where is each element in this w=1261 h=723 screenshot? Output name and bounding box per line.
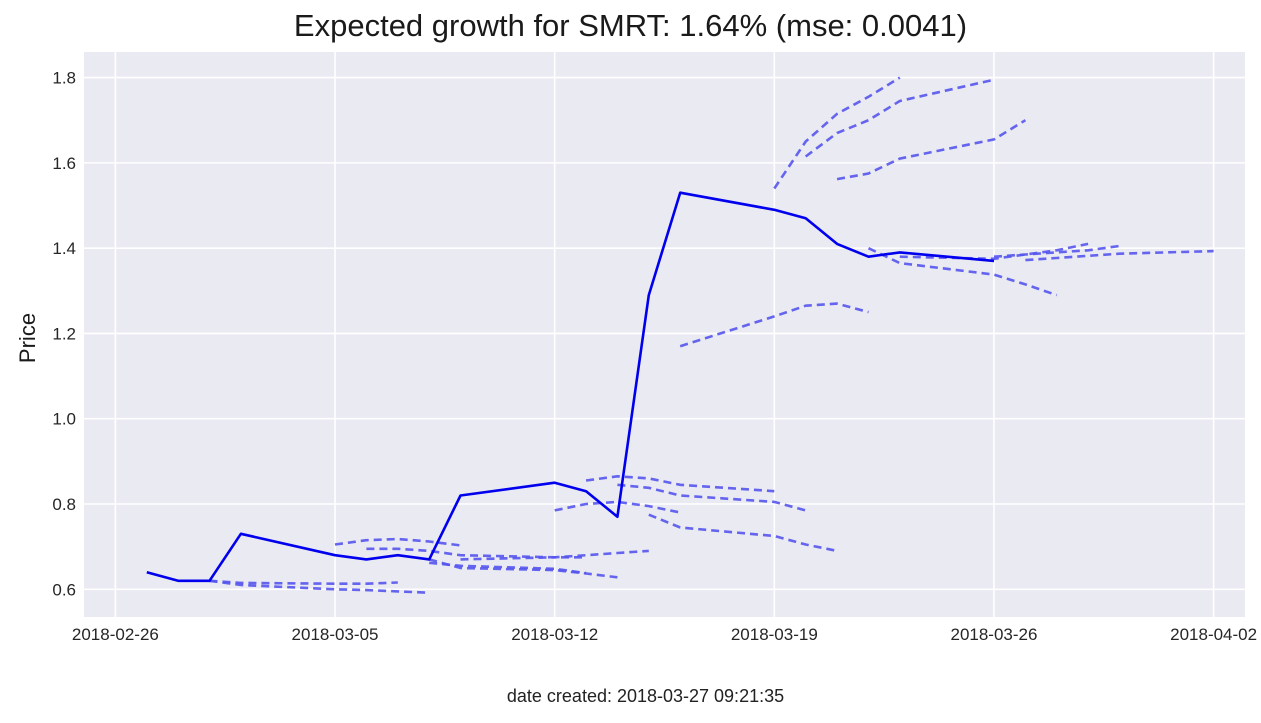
forecast-line [679,302,869,348]
footer-date-created: date created: 2018-03-27 09:21:35 [506,686,785,706]
x-tick-label: 2018-02-26 [72,625,159,644]
y-tick-label: 1.8 [52,69,76,88]
forecast-line [334,537,461,547]
forecast-line [648,513,838,553]
forecast-line [209,579,398,586]
y-axis-label: Price [15,313,40,363]
forecast-line [804,78,995,158]
forecast-line [429,561,587,575]
forecast-line [773,76,901,190]
y-tick-label: 1.4 [52,239,76,258]
forecast-line [1025,249,1214,262]
forecast-line [209,579,430,594]
forecast-line [993,244,1120,258]
x-tick-label: 2018-03-26 [950,625,1037,644]
y-tick-label: 0.8 [52,495,76,514]
y-tick-label: 1.0 [52,410,76,429]
y-axis-ticks: 0.6 0.8 1.0 1.2 1.4 1.6 1.8 [52,69,76,600]
forecast-line [836,119,1027,181]
forecast-line [554,500,681,514]
x-tick-label: 2018-03-19 [731,625,818,644]
forecast-lines [209,76,1214,594]
forecast-line [366,547,587,559]
y-tick-label: 1.2 [52,324,76,343]
y-tick-label: 0.6 [52,580,76,599]
x-tick-label: 2018-04-02 [1170,625,1257,644]
x-tick-label: 2018-03-05 [292,625,379,644]
x-axis-ticks: 2018-02-26 2018-03-05 2018-03-12 2018-03-19… [72,625,1257,644]
x-tick-label: 2018-03-12 [511,625,598,644]
actual-price-line [146,191,995,583]
plot-background [84,52,1245,617]
actual-line-group [146,191,995,583]
forecast-line [617,483,807,512]
y-tick-label: 1.6 [52,154,76,173]
chart-title: Expected growth for SMRT: 1.64% (mse: 0.… [293,8,968,43]
forecast-line [867,247,1058,297]
